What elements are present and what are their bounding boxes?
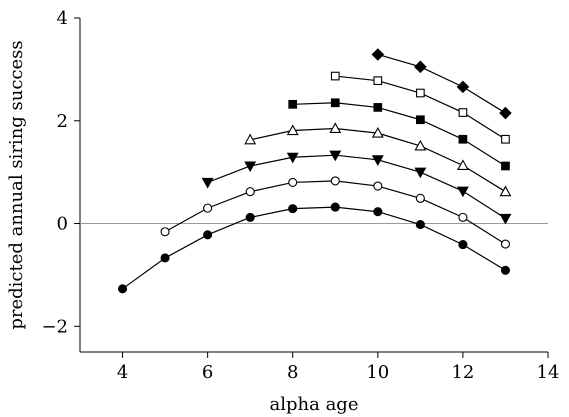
data-point — [500, 265, 511, 275]
data-point — [117, 284, 128, 294]
data-point — [373, 207, 383, 217]
data-point — [203, 203, 213, 213]
data-point — [330, 98, 340, 108]
data-point — [288, 204, 298, 214]
data-point — [501, 134, 510, 144]
series-line — [335, 75, 506, 140]
series-5 — [288, 98, 510, 171]
data-point — [414, 60, 427, 74]
data-point — [499, 106, 512, 120]
data-point — [244, 161, 257, 173]
data-point — [416, 115, 425, 125]
data-point — [456, 80, 470, 94]
data-point — [456, 186, 469, 198]
data-point — [416, 88, 425, 98]
series-1 — [117, 202, 511, 294]
data-point — [244, 133, 257, 145]
data-point — [286, 152, 299, 164]
data-point — [500, 239, 511, 249]
data-point — [245, 212, 255, 222]
series-line — [164, 180, 506, 245]
data-point — [373, 103, 383, 112]
axes — [79, 18, 548, 353]
data-point — [456, 159, 469, 171]
series-line — [377, 53, 506, 114]
data-point — [245, 187, 255, 197]
data-point — [330, 202, 340, 212]
y-axis-label: predicted annual siring success — [6, 40, 27, 329]
data-point — [415, 220, 425, 230]
y-tick-label: 4 — [57, 8, 68, 29]
x-tick-label: 14 — [537, 362, 560, 383]
x-tick-label: 12 — [451, 362, 474, 383]
data-point — [499, 185, 512, 197]
data-point — [371, 48, 385, 61]
data-point — [373, 76, 383, 86]
y-tick-label: 2 — [57, 111, 68, 132]
data-point — [203, 230, 213, 240]
data-point — [414, 139, 427, 151]
data-point — [160, 227, 170, 237]
series-line — [122, 206, 506, 290]
series-3 — [201, 150, 512, 225]
series-4 — [244, 122, 512, 197]
data-point — [458, 134, 468, 144]
data-point — [414, 167, 427, 179]
series-group — [117, 48, 512, 294]
series-2 — [160, 176, 511, 249]
data-point — [371, 155, 384, 166]
data-point — [329, 122, 342, 134]
series-7 — [371, 48, 512, 120]
data-point — [201, 177, 214, 189]
x-tick-label: 4 — [117, 362, 128, 383]
x-tick-label: 6 — [202, 362, 213, 383]
data-point — [371, 126, 384, 138]
ticks: 4 6 8 10 12 14 −2 0 2 4 — [41, 8, 559, 383]
x-axis-label: alpha age — [270, 394, 359, 415]
data-point — [499, 213, 512, 225]
data-point — [329, 150, 342, 162]
data-point — [501, 161, 510, 171]
data-point — [373, 181, 383, 191]
x-tick-label: 10 — [366, 362, 389, 383]
data-point — [415, 193, 425, 203]
data-point — [458, 240, 468, 250]
data-point — [288, 99, 298, 109]
data-point — [288, 177, 298, 187]
y-tick-label: −2 — [41, 316, 68, 337]
series-line — [207, 154, 506, 219]
series-line — [292, 102, 506, 167]
data-point — [286, 124, 299, 136]
series-6 — [330, 71, 510, 144]
x-tick-label: 8 — [287, 362, 298, 383]
data-point — [458, 212, 468, 222]
data-point — [458, 108, 468, 117]
data-point — [330, 176, 340, 186]
y-tick-label: 0 — [57, 214, 68, 235]
data-point — [330, 71, 340, 81]
data-point — [160, 253, 170, 263]
